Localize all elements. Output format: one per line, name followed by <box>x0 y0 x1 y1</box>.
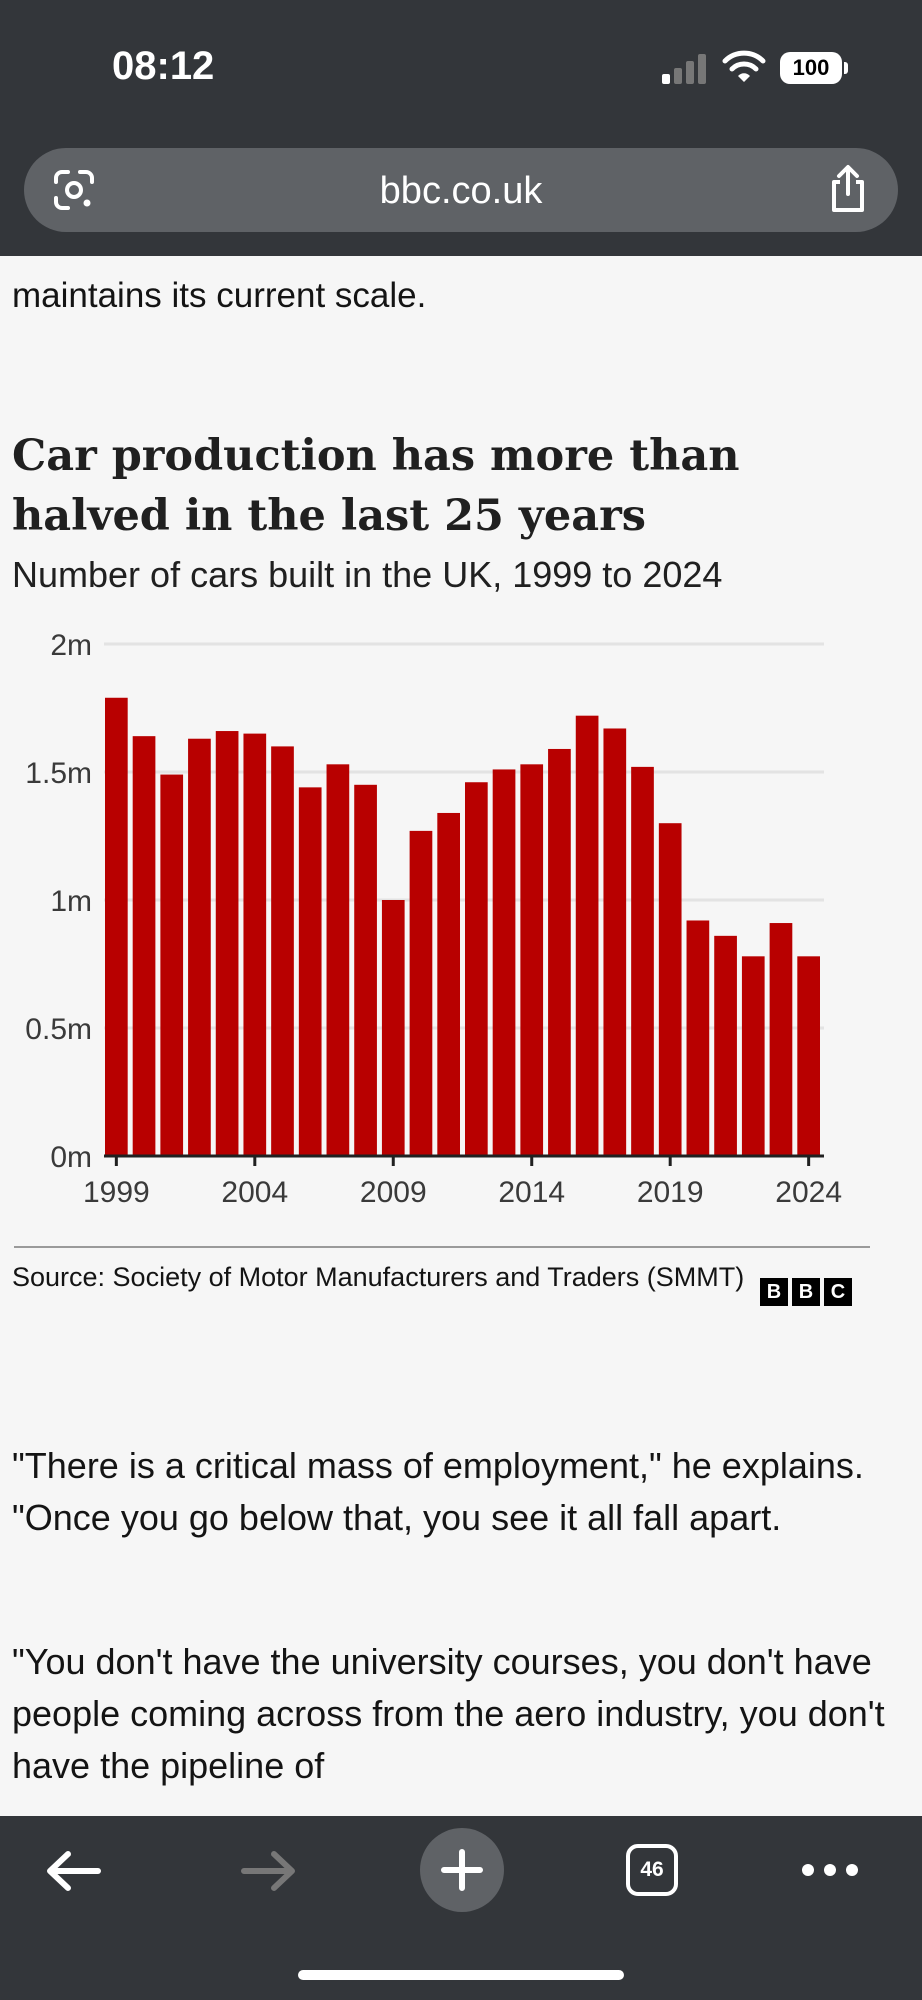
bar-2022 <box>741 956 765 1156</box>
article-paragraph: "There is a critical mass of employment,… <box>12 1445 864 1538</box>
y-tick-label: 2m <box>50 629 92 662</box>
battery-indicator: 100 <box>780 52 842 84</box>
cellular-signal-icon <box>662 52 708 84</box>
bar-2019 <box>658 823 682 1156</box>
x-tick-label: 2009 <box>360 1176 427 1209</box>
bbc-logo-letter: B <box>792 1278 820 1306</box>
x-tick-label: 1999 <box>83 1176 150 1209</box>
article-content: maintains its current scale. Car product… <box>0 256 922 1816</box>
x-tick-label: 2004 <box>221 1176 288 1209</box>
plus-icon <box>441 1849 483 1891</box>
bar-2014 <box>520 764 544 1156</box>
bbc-logo-letter: B <box>760 1278 788 1306</box>
article-previous-line: maintains its current scale. <box>12 276 427 315</box>
wifi-icon <box>722 50 766 82</box>
browser-top-bar: 08:12 100 bbc.co.uk <box>0 0 922 256</box>
x-tick-label: 2014 <box>498 1176 565 1209</box>
forward-arrow-icon[interactable] <box>238 1846 298 1896</box>
bar-2010 <box>409 830 433 1156</box>
google-lens-icon[interactable] <box>50 166 98 214</box>
bar-2015 <box>548 748 571 1156</box>
new-tab-button[interactable] <box>420 1828 504 1912</box>
y-tick-label: 0m <box>50 1141 92 1174</box>
back-arrow-icon[interactable] <box>44 1846 104 1896</box>
bar-1999 <box>105 697 128 1156</box>
more-options-icon[interactable] <box>802 1864 858 1876</box>
bar-2011 <box>437 812 460 1156</box>
url-text[interactable]: bbc.co.uk <box>379 170 543 212</box>
y-tick-label: 0.5m <box>25 1013 92 1046</box>
y-tick-label: 1.5m <box>25 757 92 790</box>
bar-2017 <box>603 728 627 1156</box>
bar-2004 <box>243 733 267 1156</box>
tabs-button[interactable]: 46 <box>626 1844 678 1896</box>
bar-2012 <box>465 782 488 1156</box>
chart-subtitle: Number of cars built in the UK, 1999 to … <box>12 554 723 595</box>
browser-bottom-toolbar: 46 <box>0 1816 922 2000</box>
bbc-logo: B B C <box>760 1278 852 1306</box>
bar-2000 <box>132 736 156 1156</box>
bar-2005 <box>271 746 294 1156</box>
bar-2021 <box>714 935 737 1156</box>
bar-2018 <box>631 766 654 1156</box>
status-time: 08:12 <box>112 44 215 88</box>
bar-2023 <box>769 923 793 1156</box>
bar-2009 <box>381 900 405 1156</box>
article-paragraph: "You don't have the university courses, … <box>12 1641 885 1786</box>
bar-2016 <box>575 715 599 1156</box>
bar-2013 <box>492 769 516 1156</box>
bar-2024 <box>797 956 820 1156</box>
bar-2001 <box>160 774 184 1156</box>
share-icon[interactable] <box>826 164 870 214</box>
bar-2008 <box>354 784 377 1156</box>
chart-title: Car production has more than halved in t… <box>12 431 740 541</box>
x-tick-label: 2019 <box>637 1176 704 1209</box>
x-tick-label: 2024 <box>775 1176 842 1209</box>
bar-2002 <box>188 738 211 1156</box>
address-bar[interactable]: bbc.co.uk <box>24 148 898 232</box>
bar-2003 <box>215 731 239 1156</box>
chart-divider <box>14 1246 870 1248</box>
bar-2006 <box>298 787 322 1156</box>
chart-source: Source: Society of Motor Manufacturers a… <box>12 1262 745 1292</box>
bar-2007 <box>326 764 350 1156</box>
battery-nub <box>844 62 848 74</box>
bbc-logo-letter: C <box>824 1278 852 1306</box>
home-indicator <box>298 1970 624 1980</box>
y-tick-label: 1m <box>50 885 92 918</box>
car-production-bar-chart: 0m 0.5m 1m 1.5m 2m 1999 2004 2009 2014 2019 2024 <box>25 629 842 1209</box>
bar-2020 <box>686 920 710 1156</box>
